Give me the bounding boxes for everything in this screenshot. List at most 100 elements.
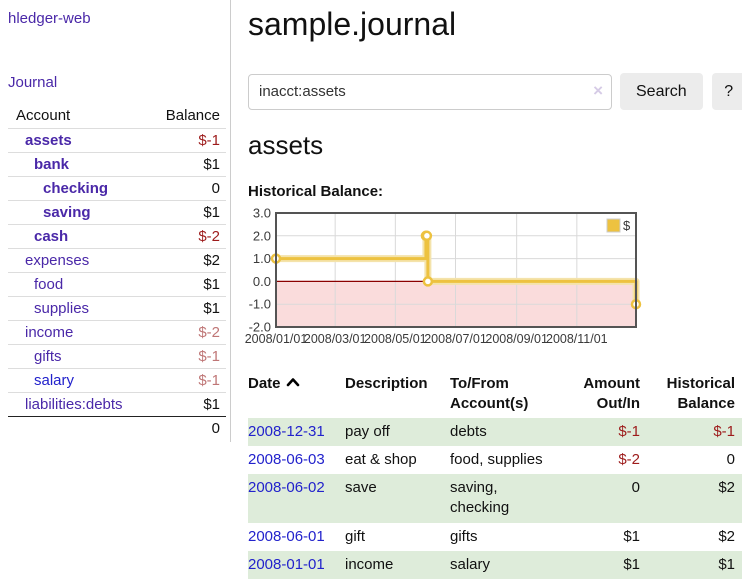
search-input[interactable] xyxy=(248,73,612,110)
account-link[interactable]: checking xyxy=(43,180,109,197)
transaction-accounts: gifts xyxy=(450,527,478,545)
transaction-amount: $-2 xyxy=(618,450,640,468)
svg-text:2.0: 2.0 xyxy=(253,228,271,243)
transaction-amount: 0 xyxy=(631,479,640,496)
account-link[interactable]: gifts xyxy=(34,348,62,365)
transaction-balance: $2 xyxy=(718,479,735,496)
account-link[interactable]: expenses xyxy=(25,252,90,269)
account-balance: $-1 xyxy=(144,344,226,369)
account-link[interactable]: supplies xyxy=(34,300,90,317)
account-row: checking 0 xyxy=(8,176,226,201)
account-link[interactable]: cash xyxy=(34,228,69,245)
accounts-header-balance: Balance xyxy=(165,107,220,124)
account-balance: $-1 xyxy=(144,128,226,153)
account-balance: $-1 xyxy=(144,368,226,393)
transaction-description: gift xyxy=(345,527,366,545)
svg-text:2008/07/01: 2008/07/01 xyxy=(424,332,487,346)
transaction-balance: $-1 xyxy=(713,422,735,440)
column-header-amount: Amount Out/In xyxy=(583,375,640,413)
svg-text:2008/09/01: 2008/09/01 xyxy=(485,332,548,346)
account-row: liabilities:debts $1 xyxy=(8,392,226,417)
accounts-total-row: 0 xyxy=(8,416,226,440)
account-link[interactable]: salary xyxy=(34,372,75,389)
transaction-description: pay off xyxy=(345,422,390,440)
svg-text:2008/03/01: 2008/03/01 xyxy=(304,332,367,346)
account-balance: $-2 xyxy=(144,320,226,345)
transaction-date-link[interactable]: 2008-12-31 xyxy=(248,422,325,440)
account-balance: $1 xyxy=(144,272,226,297)
transaction-amount: $1 xyxy=(623,555,640,573)
transaction-date-link[interactable]: 2008-06-03 xyxy=(248,450,325,468)
account-balance: $1 xyxy=(144,392,226,417)
account-link[interactable]: income xyxy=(25,324,74,341)
accounts-header-account: Account xyxy=(16,107,71,124)
transaction-date-link[interactable]: 2008-06-01 xyxy=(248,527,325,545)
account-link[interactable]: assets xyxy=(25,132,72,149)
transaction-balance: $1 xyxy=(718,555,735,573)
transaction-balance: 0 xyxy=(726,450,735,468)
help-button[interactable]: ? xyxy=(711,73,742,110)
account-row: cash $-2 xyxy=(8,224,226,249)
account-balance: $1 xyxy=(144,152,226,177)
column-header-description: Description xyxy=(345,375,428,392)
account-row: income $-2 xyxy=(8,320,226,345)
sidebar: hledger-web Journal Account Balance asse… xyxy=(0,0,231,442)
transaction-accounts: saving, checking xyxy=(450,479,510,517)
account-link[interactable]: bank xyxy=(34,156,70,173)
sort-asc-icon xyxy=(286,378,299,387)
account-balance: 0 xyxy=(144,176,226,201)
account-row: saving $1 xyxy=(8,200,226,225)
register-row: 2008-01-01 income salary $1 $1 xyxy=(248,550,742,579)
transaction-accounts: food, supplies xyxy=(450,450,543,468)
register-row: 2008-06-03 eat & shop food, supplies $-2 0 xyxy=(248,446,742,474)
sidebar-item-journal[interactable]: Journal xyxy=(8,74,58,91)
account-balance: $1 xyxy=(144,296,226,321)
svg-text:1.0: 1.0 xyxy=(253,251,271,266)
legend-label: $ xyxy=(623,218,631,233)
account-row: assets $-1 xyxy=(8,128,226,153)
account-balance: $2 xyxy=(144,248,226,273)
register-table: Date Description To/From Account(s) Amou… xyxy=(248,371,742,579)
account-row: expenses $2 xyxy=(8,248,226,273)
register-row: 2008-06-01 gift gifts $1 $2 xyxy=(248,523,742,551)
svg-text:3.0: 3.0 xyxy=(253,206,271,221)
clear-search-icon[interactable]: × xyxy=(593,80,603,100)
transaction-amount: $-1 xyxy=(618,422,640,440)
accounts-total-value: 0 xyxy=(144,416,226,440)
account-row: food $1 xyxy=(8,272,226,297)
register-header-row: Date Description To/From Account(s) Amou… xyxy=(248,371,742,418)
account-link[interactable]: food xyxy=(34,276,64,293)
column-header-date: Date xyxy=(248,371,345,418)
account-balance: $-2 xyxy=(144,224,226,249)
svg-text:0.0: 0.0 xyxy=(253,274,271,289)
accounts-table: Account Balance assets $-1 bank $1 checking 0… xyxy=(8,103,226,440)
svg-text:2008/01/01: 2008/01/01 xyxy=(245,332,308,346)
svg-text:-1.0: -1.0 xyxy=(249,297,271,312)
account-row: gifts $-1 xyxy=(8,344,226,369)
page-title: sample.journal xyxy=(248,6,457,42)
transaction-description: income xyxy=(345,555,394,573)
svg-text:2008/05/01: 2008/05/01 xyxy=(364,332,427,346)
app-title-link[interactable]: hledger-web xyxy=(8,10,91,27)
transaction-description: save xyxy=(345,479,377,496)
transaction-date-link[interactable]: 2008-01-01 xyxy=(248,555,325,573)
transaction-accounts: salary xyxy=(450,555,491,573)
search-button[interactable]: Search xyxy=(620,73,703,110)
column-header-balance: Historical Balance xyxy=(666,375,735,413)
transaction-date-link[interactable]: 2008-06-02 xyxy=(248,479,325,496)
transaction-accounts: debts xyxy=(450,422,487,440)
account-row: salary $-1 xyxy=(8,368,226,393)
transaction-description: eat & shop xyxy=(345,450,417,468)
svg-text:2008/11/01: 2008/11/01 xyxy=(546,332,608,346)
transaction-amount: $1 xyxy=(623,527,640,545)
account-link[interactable]: liabilities:debts xyxy=(25,396,123,413)
account-balance: $1 xyxy=(144,200,226,225)
register-row: 2008-06-02 save saving, checking 0 $2 xyxy=(248,474,742,523)
balance-chart: $3.0 2.0 1.0 0.0 -1.0 -2.0 2008/01/01 2008/03/0… xyxy=(245,206,742,353)
column-header-accounts: To/From Account(s) xyxy=(450,375,529,413)
account-title: assets xyxy=(248,130,324,160)
search-bar: × Search ? xyxy=(248,73,742,110)
account-link[interactable]: saving xyxy=(43,204,91,221)
transaction-balance: $2 xyxy=(718,527,735,545)
